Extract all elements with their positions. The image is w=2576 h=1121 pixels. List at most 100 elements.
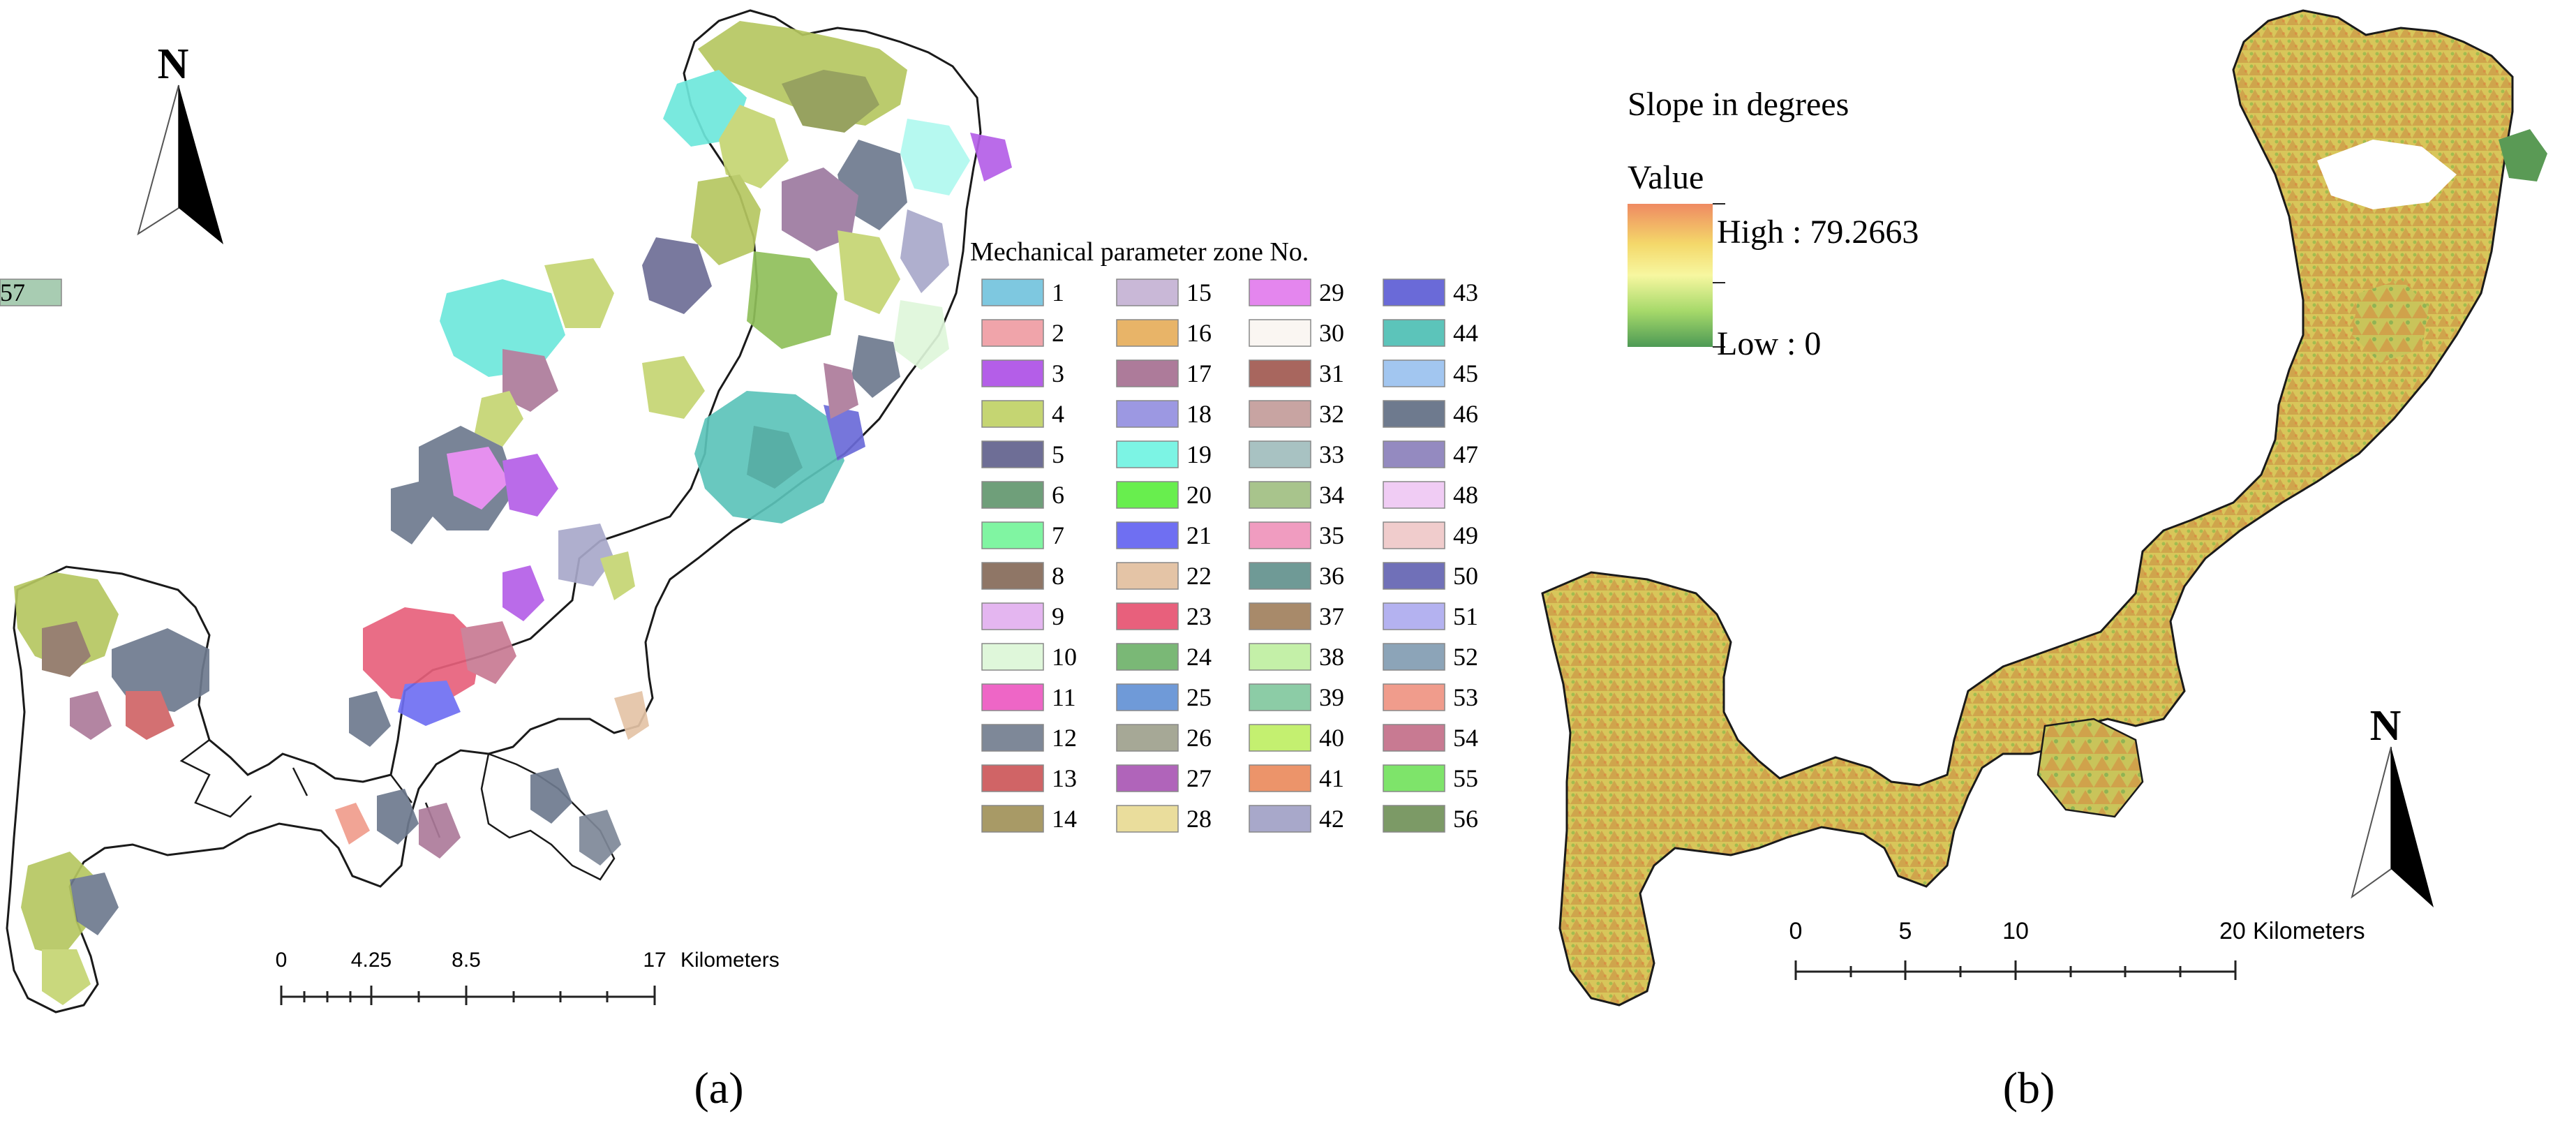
legend-swatch-11 bbox=[981, 683, 1044, 711]
flat-area-2-b bbox=[1982, 419, 2073, 607]
legend-swatch-32 bbox=[1249, 400, 1311, 428]
legend-label-21: 21 bbox=[1186, 521, 1212, 549]
legend-label-31: 31 bbox=[1319, 359, 1344, 387]
legend-label-38: 38 bbox=[1319, 643, 1344, 671]
legend-swatch-54 bbox=[1383, 724, 1445, 752]
legend-label-8: 8 bbox=[1052, 562, 1064, 590]
flat-area-5-b bbox=[2037, 718, 2144, 818]
legend-label-18: 18 bbox=[1186, 400, 1212, 428]
scale-label-b-1: 5 bbox=[1899, 918, 1912, 944]
legend-swatch-35 bbox=[1249, 521, 1311, 549]
legend-swatch-18 bbox=[1116, 400, 1179, 428]
legend-swatch-30 bbox=[1249, 319, 1311, 347]
legend-swatch-50 bbox=[1383, 562, 1445, 590]
legend-label-3: 3 bbox=[1052, 359, 1064, 387]
legend-swatch-40 bbox=[1249, 724, 1311, 752]
legend-label-17: 17 bbox=[1186, 359, 1212, 387]
legend-swatch-25 bbox=[1116, 683, 1179, 711]
legend-swatch-36 bbox=[1249, 562, 1311, 590]
scale-label-b-3: 20 bbox=[2219, 918, 2246, 944]
north-arrow-label-a: N bbox=[158, 40, 189, 88]
legend-label-29: 29 bbox=[1319, 279, 1344, 306]
legend-swatch-14 bbox=[981, 805, 1044, 833]
legend-swatch-9 bbox=[981, 602, 1044, 630]
legend-swatch-19 bbox=[1116, 440, 1179, 468]
zone-patches-a bbox=[14, 21, 1012, 1005]
legend-swatch-33 bbox=[1249, 440, 1311, 468]
legend-swatch-42 bbox=[1249, 805, 1311, 833]
legend-swatch-20 bbox=[1116, 481, 1179, 509]
legend-swatch-15 bbox=[1116, 279, 1179, 306]
legend-label-56: 56 bbox=[1453, 805, 1478, 833]
legend-swatch-31 bbox=[1249, 359, 1311, 387]
legend-swatch-22 bbox=[1116, 562, 1179, 590]
legend-label-37: 37 bbox=[1319, 602, 1344, 630]
legend-label-15: 15 bbox=[1186, 279, 1212, 306]
legend-label-46: 46 bbox=[1453, 400, 1478, 428]
legend-swatch-44 bbox=[1383, 319, 1445, 347]
legend-swatch-56 bbox=[1383, 805, 1445, 833]
legend-swatch-3 bbox=[981, 359, 1044, 387]
legend-label-43: 43 bbox=[1453, 279, 1478, 306]
legend-label-12: 12 bbox=[1052, 724, 1077, 752]
north-arrow-label-b: N bbox=[2370, 702, 2402, 750]
harbour-piers-a bbox=[179, 739, 441, 838]
legend-swatch-41 bbox=[1249, 764, 1311, 792]
green-patch-b bbox=[2499, 129, 2547, 181]
legend-label-39: 39 bbox=[1319, 683, 1344, 711]
legend-swatch-27 bbox=[1116, 764, 1179, 792]
slope-legend-title: Slope in degrees bbox=[1628, 86, 1849, 123]
flat-area-6-b bbox=[2352, 279, 2429, 363]
legend-swatch-47 bbox=[1383, 440, 1445, 468]
flat-area-4-b bbox=[2129, 265, 2212, 405]
north-arrow-a: N bbox=[137, 40, 223, 244]
legend-label-44: 44 bbox=[1453, 319, 1478, 347]
legend-label-47: 47 bbox=[1453, 440, 1478, 468]
legend-swatch-5 bbox=[981, 440, 1044, 468]
legend-label-33: 33 bbox=[1319, 440, 1344, 468]
legend-swatch-6 bbox=[981, 481, 1044, 509]
legend-label-32: 32 bbox=[1319, 400, 1344, 428]
legend-label-4: 4 bbox=[1052, 400, 1064, 428]
legend-label-19: 19 bbox=[1186, 440, 1212, 468]
slope-high-label: High : 79.2663 bbox=[1717, 214, 1919, 251]
scale-bar-line-b bbox=[1794, 960, 2237, 980]
legend-label-50: 50 bbox=[1453, 562, 1478, 590]
legend-label-57: 57 bbox=[0, 279, 25, 306]
legend-swatch-49 bbox=[1383, 521, 1445, 549]
legend-swatch-53 bbox=[1383, 683, 1445, 711]
legend-swatch-46 bbox=[1383, 400, 1445, 428]
legend-label-48: 48 bbox=[1453, 481, 1478, 509]
north-arrow-b: N bbox=[2351, 702, 2434, 907]
scale-label-a-0: 0 bbox=[276, 949, 288, 972]
panel-b-caption: (b) bbox=[2003, 1063, 2055, 1113]
legend-label-14: 14 bbox=[1052, 805, 1077, 833]
scale-bar-line-a bbox=[280, 986, 656, 1005]
scale-label-a-1: 4.25 bbox=[351, 949, 392, 972]
legend-swatch-38 bbox=[1249, 643, 1311, 671]
legend-label-25: 25 bbox=[1186, 683, 1212, 711]
legend-label-2: 2 bbox=[1052, 319, 1064, 347]
legend-label-41: 41 bbox=[1319, 764, 1344, 792]
scale-label-b-0: 0 bbox=[1789, 918, 1803, 944]
legend-label-27: 27 bbox=[1186, 764, 1212, 792]
legend-label-24: 24 bbox=[1186, 643, 1212, 671]
legend-swatch-16 bbox=[1116, 319, 1179, 347]
legend-label-40: 40 bbox=[1319, 724, 1344, 752]
legend-swatch-12 bbox=[981, 724, 1044, 752]
legend-swatch-34 bbox=[1249, 481, 1311, 509]
legend-label-53: 53 bbox=[1453, 683, 1478, 711]
legend-label-35: 35 bbox=[1319, 521, 1344, 549]
legend-swatch-21 bbox=[1116, 521, 1179, 549]
legend-label-22: 22 bbox=[1186, 562, 1212, 590]
legend-swatch-52 bbox=[1383, 643, 1445, 671]
legend-label-55: 55 bbox=[1453, 764, 1478, 792]
scale-unit-b: Kilometers bbox=[2253, 918, 2365, 944]
legend-label-16: 16 bbox=[1186, 319, 1212, 347]
legend-swatch-45 bbox=[1383, 359, 1445, 387]
legend-label-26: 26 bbox=[1186, 724, 1212, 752]
legend-swatch-48 bbox=[1383, 481, 1445, 509]
legend-label-20: 20 bbox=[1186, 481, 1212, 509]
slope-low-label: Low : 0 bbox=[1717, 325, 1821, 362]
